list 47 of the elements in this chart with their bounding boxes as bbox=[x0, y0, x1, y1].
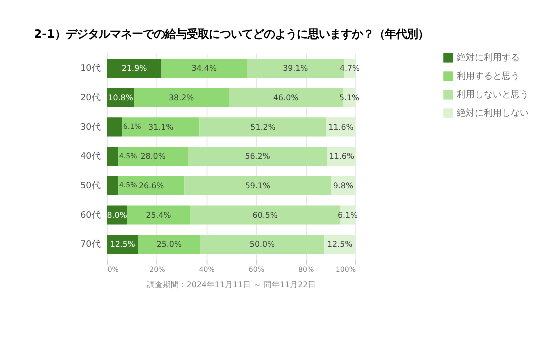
data-label: 9.8% bbox=[333, 182, 354, 191]
data-label: 4.7% bbox=[340, 64, 361, 74]
data-label: 25.4% bbox=[146, 210, 172, 220]
data-label: 6.1% bbox=[123, 122, 142, 131]
y-tick-label: 60代 bbox=[80, 210, 101, 221]
legend-label: 絶対に利用する bbox=[456, 52, 520, 64]
x-tick-label: 100% bbox=[336, 264, 356, 274]
data-label: 51.2% bbox=[250, 122, 276, 132]
legend-label: 利用しないと思う bbox=[456, 90, 529, 101]
legend-label: 絶対に利用しない bbox=[456, 108, 529, 120]
data-label: 11.6% bbox=[328, 122, 354, 132]
data-label: 5.1% bbox=[339, 94, 360, 103]
data-label: 26.6% bbox=[138, 182, 165, 191]
y-tick-label: 50代 bbox=[80, 180, 101, 192]
text: 調査期間：2024年11月11日 ～ 同年11月22日 bbox=[146, 280, 316, 290]
data-label: 21.9% bbox=[122, 64, 148, 74]
x-tick-label: 40% bbox=[199, 264, 216, 274]
data-label: 46.0% bbox=[274, 94, 300, 103]
data-label: 11.6% bbox=[329, 152, 355, 162]
data-label: 39.1% bbox=[283, 64, 309, 74]
data-label: 4.5% bbox=[119, 180, 138, 190]
legend-label: 利用すると思う bbox=[456, 71, 520, 82]
data-label: 38.2% bbox=[169, 94, 195, 103]
y-tick-label: 70代 bbox=[80, 239, 101, 250]
data-label: 60.5% bbox=[252, 210, 278, 220]
data-label: 28.0% bbox=[140, 152, 166, 162]
data-label: 6.1% bbox=[338, 210, 359, 220]
data-label: 4.5% bbox=[119, 151, 138, 160]
data-label: 59.1% bbox=[245, 182, 271, 191]
data-label: 8.0% bbox=[107, 210, 128, 220]
x-tick-label: 80% bbox=[298, 264, 314, 274]
data-label: 10.8% bbox=[108, 94, 134, 103]
data-label: 56.2% bbox=[245, 152, 271, 162]
x-tick-label: 20% bbox=[150, 264, 166, 274]
x-tick-label: 60% bbox=[248, 264, 265, 274]
data-label: 34.4% bbox=[192, 64, 218, 74]
chart-title: 2-1）デジタルマネーでの給与受取についてどのように思いますか？（年代別） bbox=[34, 27, 429, 42]
x-tick-label: 0% bbox=[108, 264, 120, 274]
y-tick-label: 10代 bbox=[80, 63, 101, 74]
y-tick-label: 30代 bbox=[80, 122, 101, 133]
data-label: 31.1% bbox=[148, 122, 174, 132]
y-tick-label: 20代 bbox=[80, 92, 101, 104]
data-label: 12.5% bbox=[110, 240, 136, 250]
data-label: 25.0% bbox=[156, 240, 182, 250]
data-label: 50.0% bbox=[250, 240, 276, 250]
y-tick-label: 40代 bbox=[80, 151, 101, 162]
data-label: 12.5% bbox=[328, 240, 354, 250]
